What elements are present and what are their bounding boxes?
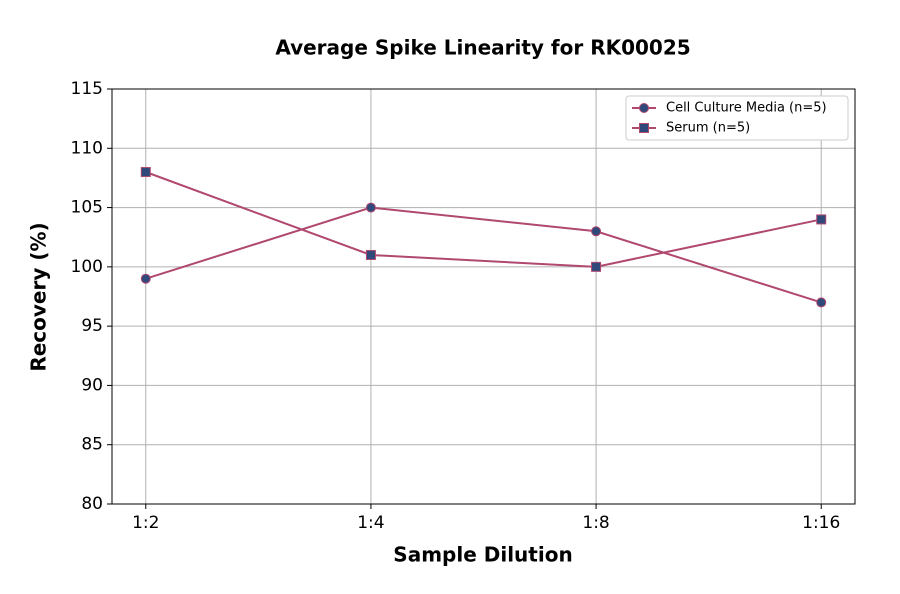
y-tick-label: 80 — [81, 494, 103, 514]
y-tick-label: 105 — [71, 198, 103, 218]
x-tick-label: 1:8 — [582, 513, 609, 533]
data-point — [816, 297, 827, 308]
y-tick-label: 90 — [81, 375, 103, 395]
y-tick-label: 115 — [71, 79, 103, 99]
data-point — [591, 261, 602, 272]
x-tick-label: 1:16 — [802, 513, 840, 533]
legend-marker — [639, 103, 649, 113]
y-tick-label: 110 — [71, 138, 103, 158]
x-tick-label: 1:4 — [357, 513, 384, 533]
legend-marker — [639, 123, 649, 133]
y-tick-label: 100 — [71, 257, 103, 277]
data-point — [365, 202, 376, 213]
plot-frame — [111, 88, 856, 505]
y-tick-label: 95 — [81, 316, 103, 336]
series-line — [145, 171, 822, 268]
y-tick-label: 85 — [81, 435, 103, 455]
series-line — [145, 206, 822, 304]
data-point — [816, 214, 827, 225]
legend-label: Cell Culture Media (n=5) — [666, 101, 827, 116]
legend-label: Serum (n=5) — [666, 121, 750, 136]
data-point — [140, 167, 151, 177]
data-point — [591, 226, 602, 237]
y-axis-label: Recovery (%) — [27, 222, 51, 371]
legend: Cell Culture Media (n=5) Serum (n=5) — [625, 95, 849, 141]
data-point — [365, 250, 376, 260]
chart-title: Average Spike Linearity for RK00025 — [275, 36, 690, 60]
data-point — [140, 273, 151, 284]
legend-box — [625, 95, 849, 141]
x-axis-label: Sample Dilution — [393, 543, 572, 567]
x-tick-label: 1:2 — [132, 513, 159, 533]
